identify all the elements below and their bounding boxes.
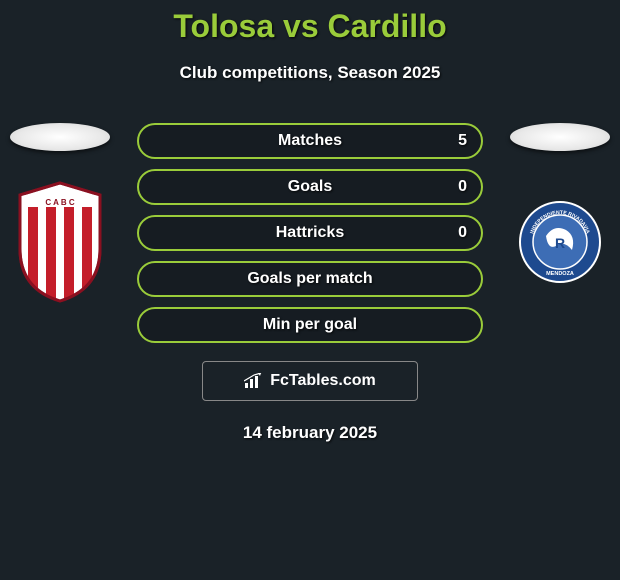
stat-label: Hattricks [276, 224, 344, 242]
svg-text:R: R [555, 235, 565, 251]
stat-row: Hattricks 0 [137, 215, 483, 251]
watermark-text: FcTables.com [270, 372, 376, 390]
stat-right-value: 0 [458, 224, 467, 242]
player-right-column: INDEPENDIENTE RIVADAVIA MENDOZA R [510, 123, 610, 305]
stat-label: Matches [278, 132, 342, 150]
stat-row: Min per goal [137, 307, 483, 343]
club-logo-right: INDEPENDIENTE RIVADAVIA MENDOZA R [510, 179, 610, 305]
stat-label: Goals per match [247, 270, 372, 288]
independiente-badge-icon: INDEPENDIENTE RIVADAVIA MENDOZA R [519, 201, 601, 283]
subtitle: Club competitions, Season 2025 [0, 63, 620, 83]
club-logo-left: C A B C [10, 179, 110, 305]
stats-list: Matches 5 Goals 0 Hattricks 0 Goals per … [137, 123, 483, 343]
stat-right-value: 5 [458, 132, 467, 150]
barracas-shield-icon: C A B C [10, 179, 110, 305]
svg-text:MENDOZA: MENDOZA [546, 271, 574, 277]
stat-row: Goals 0 [137, 169, 483, 205]
stat-row: Matches 5 [137, 123, 483, 159]
stat-row: Goals per match [137, 261, 483, 297]
player-left-image [10, 123, 110, 151]
stat-label: Goals [288, 178, 332, 196]
stat-right-value: 0 [458, 178, 467, 196]
comparison-panel: C A B C INDEPENDIENTE RIVADAVIA MENDOZA … [0, 123, 620, 443]
chart-icon [244, 373, 264, 389]
page-title: Tolosa vs Cardillo [0, 0, 620, 45]
player-right-image [510, 123, 610, 151]
date-text: 14 february 2025 [0, 423, 620, 443]
svg-text:C A B C: C A B C [45, 198, 74, 207]
player-left-column: C A B C [10, 123, 110, 305]
watermark-box: FcTables.com [202, 361, 418, 401]
stat-label: Min per goal [263, 316, 357, 334]
